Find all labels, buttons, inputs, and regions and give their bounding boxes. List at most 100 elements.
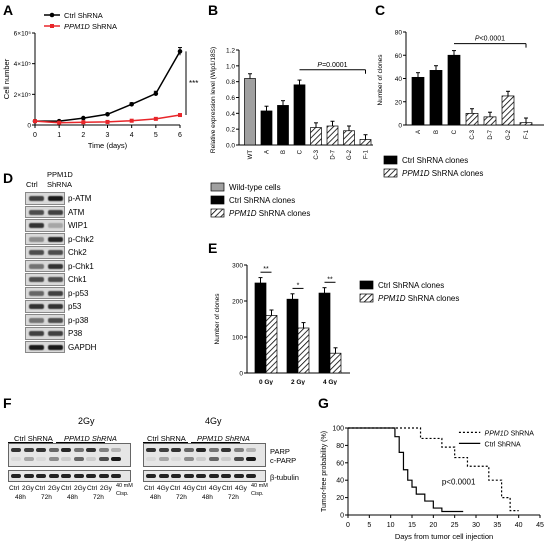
x-tick-label: WT (248, 150, 254, 160)
x-tick-label: D-7 (331, 149, 337, 159)
blot-band (171, 448, 181, 452)
blot-band (48, 277, 63, 282)
cisp-label: 40 mM (116, 483, 133, 489)
y-tick-label: 0 (340, 513, 344, 520)
cisp-label: Cisp. (116, 491, 129, 497)
legend-label: PPM1D ShRNA clones (229, 209, 310, 218)
blot-strip (143, 443, 266, 467)
blot-band-label: P38 (68, 329, 83, 338)
y-tick-label: 1.0 (226, 63, 235, 70)
data-point (153, 116, 158, 121)
blot-band (221, 457, 231, 461)
lane-label: 2Gy (100, 485, 112, 492)
y-tick-label: 0.0 (226, 143, 235, 150)
lane-label: Ctrl (87, 485, 98, 492)
lane-label: 2Gy (22, 485, 34, 492)
blot-strip (25, 327, 65, 340)
blot-band (29, 209, 44, 215)
blot-band-label: WIP1 (68, 221, 88, 230)
time-label: 48h (15, 494, 26, 501)
blot-band (171, 474, 181, 478)
data-point (81, 120, 86, 125)
y-axis-label: Relative expression level (Wip1/18S) (210, 47, 217, 153)
blot-band (48, 304, 63, 309)
y-tick-label: 0.4 (226, 111, 235, 118)
blot-strip (25, 205, 65, 218)
blot-band (208, 474, 219, 478)
bar (465, 113, 479, 126)
blot-strip (25, 259, 65, 272)
y-tick-label: 0 (239, 371, 243, 378)
blot-band (233, 448, 244, 452)
y-tick-label: 60 (395, 53, 403, 60)
x-tick-label: B (281, 150, 287, 154)
blot-band (86, 457, 96, 461)
legend-label: Ctrl ShRNA clones (378, 281, 444, 290)
lane-label: Ctrl (170, 485, 181, 492)
legend-label: Ctrl ShRNA clones (402, 156, 468, 165)
blot-band (36, 474, 46, 478)
x-tick-label: C-3 (314, 149, 320, 159)
x-tick-label: 2 Gy (291, 379, 305, 385)
blot-band (29, 331, 44, 336)
blot-band (246, 474, 256, 478)
x-tick-label: 35 (493, 522, 501, 529)
legend-swatch (210, 182, 225, 192)
y-tick-label: 20 (336, 495, 344, 502)
blot-header-shrna: ShRNA (47, 180, 73, 189)
group-underline (56, 442, 105, 443)
blot-band-label: p-ATM (68, 194, 92, 203)
x-tick-label: 5 (154, 132, 158, 139)
y-axis-label: Number of clones (214, 293, 221, 345)
blot-band (158, 474, 169, 478)
blot-band-label: p-p38 (68, 315, 89, 325)
x-tick-label: 4 Gy (323, 379, 337, 385)
y-tick-label: 0 (398, 123, 402, 130)
x-tick-label: 0 (346, 522, 350, 529)
bar (411, 76, 425, 126)
blot-strip (8, 443, 131, 467)
blot-band (48, 209, 63, 215)
sig-label: ** (263, 266, 269, 273)
blot-band (98, 474, 109, 478)
legend-swatch (383, 155, 398, 165)
x-axis-label: Time (days) (88, 141, 128, 150)
chart-e: 0 100 200 300 Number of clones 0 Gy ** 2 Gy * 4 G… (214, 263, 459, 386)
x-tick-label: G-2 (506, 129, 512, 140)
blot-band (48, 344, 63, 350)
legend-label: PPM1D ShRNA (485, 430, 535, 437)
blot-strip (25, 219, 65, 232)
blot-band (48, 331, 63, 336)
time-label: 48h (202, 494, 213, 501)
time-label: 72h (41, 494, 52, 501)
y-axis-label: Number of clones (377, 54, 384, 106)
blot-band (98, 448, 109, 452)
blot-band (48, 250, 63, 255)
bar (310, 127, 322, 146)
legend-label: Ctrl ShRNA (64, 11, 103, 20)
blot-band (86, 448, 96, 452)
survival-curve (348, 427, 519, 512)
chart-c: 0 20 40 60 80 A B C C-3 D-7 G-2 F-1 Number of clones… (377, 30, 544, 178)
panel-label-g: G (318, 395, 329, 411)
time-label: 72h (228, 494, 239, 501)
survival-curve (348, 427, 464, 513)
blot-strip (143, 470, 266, 482)
y-tick-label: 40 (336, 478, 344, 485)
x-tick-label: 10 (387, 522, 395, 529)
blot-group-ppm-right: PPM1D ShRNA (197, 434, 250, 443)
y-tick-label: 0.8 (226, 79, 235, 86)
blot-band (29, 263, 44, 269)
blot-band (86, 474, 96, 478)
blot-band (29, 250, 44, 255)
lane-label: Ctrl (144, 485, 155, 492)
x-tick-label: 3 (106, 132, 110, 139)
x-tick-label: 2 (81, 132, 85, 139)
blot-band (111, 457, 121, 461)
blot-band (171, 457, 181, 461)
group-underline (143, 442, 188, 443)
bar (318, 292, 331, 374)
legend-swatch (359, 280, 374, 290)
x-tick-label: 45 (536, 522, 544, 529)
panel-label-c: C (375, 2, 386, 18)
